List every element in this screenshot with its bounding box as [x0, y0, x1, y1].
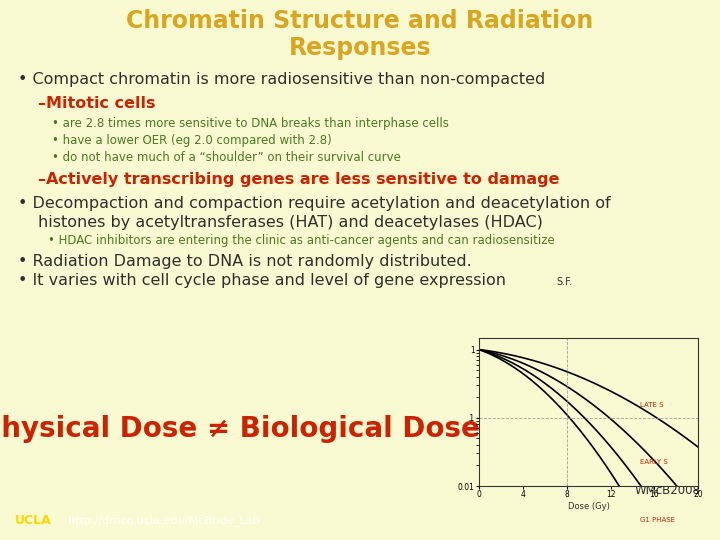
Text: • HDAC inhibitors are entering the clinic as anti-cancer agents and can radiosen: • HDAC inhibitors are entering the clini…	[48, 234, 554, 247]
Text: Physical Dose ≠ Biological Dose: Physical Dose ≠ Biological Dose	[0, 415, 480, 443]
Text: Chromatin Structure and Radiation: Chromatin Structure and Radiation	[127, 9, 593, 32]
Text: S.F.: S.F.	[556, 278, 572, 287]
Text: http://drnco.ucla.edu/McBride_Lab: http://drnco.ucla.edu/McBride_Lab	[68, 515, 260, 526]
Text: • Radiation Damage to DNA is not randomly distributed.: • Radiation Damage to DNA is not randoml…	[18, 254, 472, 269]
Text: Responses: Responses	[289, 36, 431, 60]
Text: • Decompaction and compaction require acetylation and deacetylation of: • Decompaction and compaction require ac…	[18, 195, 611, 211]
Text: UCLA: UCLA	[14, 514, 51, 527]
Text: • It varies with cell cycle phase and level of gene expression: • It varies with cell cycle phase and le…	[18, 273, 506, 288]
Text: –Actively transcribing genes are less sensitive to damage: –Actively transcribing genes are less se…	[38, 172, 559, 187]
Text: –Mitotic cells: –Mitotic cells	[38, 96, 156, 111]
Text: • Compact chromatin is more radiosensitive than non-compacted: • Compact chromatin is more radiosensiti…	[18, 72, 545, 87]
Text: • do not have much of a “shoulder” on their survival curve: • do not have much of a “shoulder” on th…	[52, 151, 401, 164]
Text: • are 2.8 times more sensitive to DNA breaks than interphase cells: • are 2.8 times more sensitive to DNA br…	[52, 117, 449, 130]
X-axis label: Dose (Gy): Dose (Gy)	[567, 502, 610, 511]
Text: G1 PHASE: G1 PHASE	[640, 517, 675, 523]
Text: LATE S: LATE S	[640, 402, 664, 408]
Text: EARLY S: EARLY S	[640, 459, 668, 465]
Text: • have a lower OER (eg 2.0 compared with 2.8): • have a lower OER (eg 2.0 compared with…	[52, 134, 332, 147]
Text: WMcB2008: WMcB2008	[634, 484, 700, 497]
Text: histones by acetyltransferases (HAT) and deacetylases (HDAC): histones by acetyltransferases (HAT) and…	[38, 215, 543, 230]
